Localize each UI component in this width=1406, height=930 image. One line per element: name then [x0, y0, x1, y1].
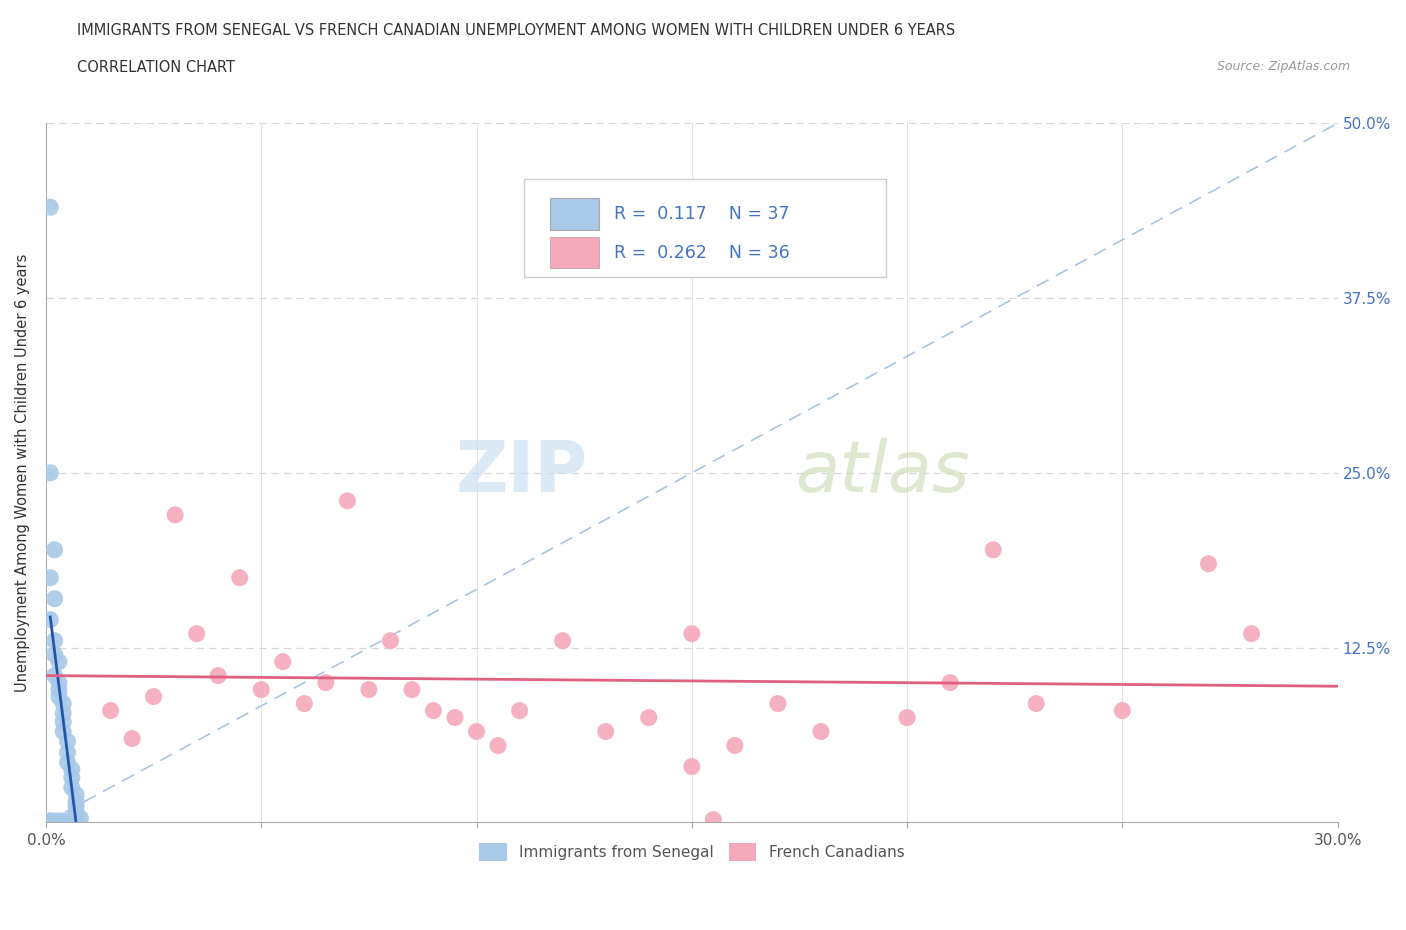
Point — [48, 675, 70, 690]
Point — [336, 494, 359, 509]
Point — [56, 814, 79, 829]
Point — [65, 794, 87, 809]
Point — [142, 689, 165, 704]
Point — [44, 633, 66, 648]
Point — [380, 633, 402, 648]
Point — [509, 703, 531, 718]
Y-axis label: Unemployment Among Women with Children Under 6 years: Unemployment Among Women with Children U… — [15, 254, 30, 692]
Point — [551, 633, 574, 648]
Point — [766, 697, 789, 711]
Point — [48, 654, 70, 669]
Point — [56, 745, 79, 760]
Point — [52, 724, 75, 739]
Legend: Immigrants from Senegal, French Canadians: Immigrants from Senegal, French Canadian… — [472, 837, 911, 868]
Point — [357, 683, 380, 698]
Point — [60, 762, 83, 777]
Point — [465, 724, 488, 739]
Text: IMMIGRANTS FROM SENEGAL VS FRENCH CANADIAN UNEMPLOYMENT AMONG WOMEN WITH CHILDRE: IMMIGRANTS FROM SENEGAL VS FRENCH CANADI… — [77, 23, 956, 38]
Bar — [550, 198, 599, 230]
Point — [44, 542, 66, 557]
Point — [100, 703, 122, 718]
Bar — [524, 179, 886, 277]
Point — [1025, 697, 1047, 711]
Point — [702, 812, 724, 827]
Point — [595, 724, 617, 739]
Point — [60, 770, 83, 785]
Point — [39, 200, 62, 215]
Point — [65, 787, 87, 802]
Point — [56, 755, 79, 770]
Point — [681, 626, 703, 641]
Point — [250, 683, 273, 698]
Point — [39, 814, 62, 829]
Point — [60, 814, 83, 829]
Point — [165, 508, 187, 523]
Point — [52, 697, 75, 711]
Point — [1111, 703, 1133, 718]
Text: atlas: atlas — [796, 438, 970, 508]
Point — [48, 814, 70, 829]
Point — [1198, 556, 1220, 571]
Point — [981, 542, 1004, 557]
Point — [1240, 626, 1263, 641]
Point — [39, 570, 62, 585]
Point — [186, 626, 208, 641]
Point — [44, 591, 66, 606]
Point — [486, 738, 509, 753]
Point — [39, 465, 62, 480]
Point — [44, 668, 66, 683]
Point — [60, 780, 83, 795]
Point — [52, 814, 75, 829]
Point — [65, 814, 87, 829]
Point — [315, 675, 337, 690]
Point — [65, 798, 87, 813]
Point — [422, 703, 444, 718]
Point — [896, 711, 918, 725]
Point — [681, 759, 703, 774]
Point — [637, 711, 659, 725]
Text: Source: ZipAtlas.com: Source: ZipAtlas.com — [1216, 60, 1350, 73]
Bar — [550, 237, 599, 269]
Text: CORRELATION CHART: CORRELATION CHART — [77, 60, 235, 75]
Text: R =  0.117    N = 37: R = 0.117 N = 37 — [614, 206, 790, 223]
Point — [65, 804, 87, 818]
Point — [271, 654, 294, 669]
Point — [810, 724, 832, 739]
Point — [65, 808, 87, 823]
Point — [121, 731, 143, 746]
Point — [44, 647, 66, 662]
Point — [48, 689, 70, 704]
Point — [939, 675, 962, 690]
Text: R =  0.262    N = 36: R = 0.262 N = 36 — [614, 244, 790, 261]
Text: ZIP: ZIP — [456, 438, 589, 508]
Point — [207, 668, 229, 683]
Point — [228, 570, 250, 585]
Point — [52, 706, 75, 721]
Point — [292, 697, 315, 711]
Point — [52, 714, 75, 729]
Point — [724, 738, 747, 753]
Point — [39, 814, 62, 829]
Point — [444, 711, 467, 725]
Point — [56, 734, 79, 749]
Point — [69, 811, 91, 826]
Point — [48, 683, 70, 698]
Point — [44, 814, 66, 829]
Point — [401, 683, 423, 698]
Point — [39, 612, 62, 627]
